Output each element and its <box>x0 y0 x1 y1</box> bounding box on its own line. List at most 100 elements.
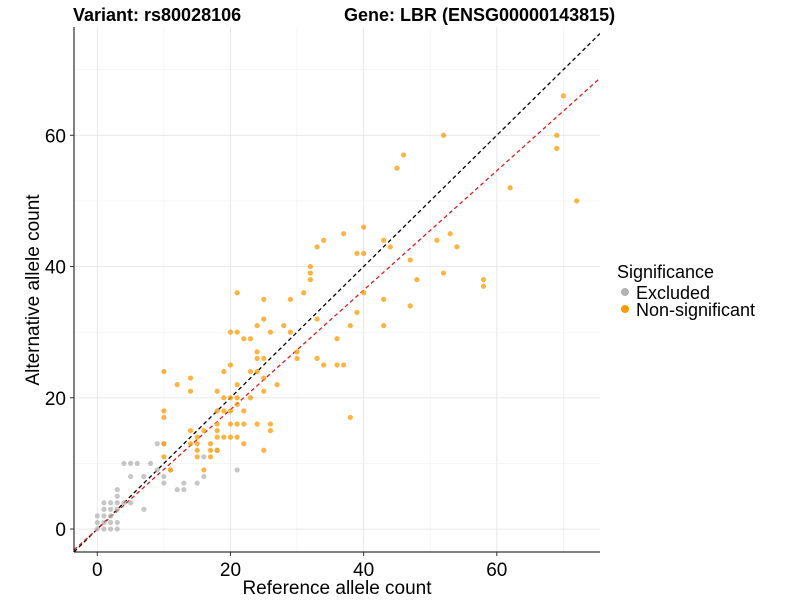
point-non-significant <box>247 395 254 401</box>
point-non-significant <box>194 441 200 447</box>
point-non-significant <box>214 427 220 434</box>
point-non-significant <box>261 375 267 381</box>
point-non-significant <box>554 145 560 152</box>
point-non-significant <box>214 434 220 440</box>
point-excluded <box>101 519 107 526</box>
point-excluded <box>181 487 187 493</box>
point-non-significant <box>254 349 260 355</box>
y-tick-label: 0 <box>55 520 66 541</box>
point-excluded <box>121 460 127 467</box>
point-non-significant <box>241 421 247 427</box>
point-excluded <box>114 506 120 512</box>
point-non-significant <box>201 427 207 434</box>
point-non-significant <box>407 303 413 309</box>
point-excluded <box>94 526 100 532</box>
legend-key <box>621 305 629 313</box>
point-non-significant <box>334 362 340 368</box>
point-non-significant <box>221 368 227 375</box>
point-non-significant <box>214 447 220 453</box>
point-non-significant <box>400 152 407 158</box>
y-tick-label: 40 <box>45 258 66 279</box>
point-excluded <box>141 473 147 480</box>
point-non-significant <box>234 434 240 440</box>
point-non-significant <box>381 296 387 302</box>
point-excluded <box>154 441 160 447</box>
point-non-significant <box>161 368 167 375</box>
point-excluded <box>194 480 200 486</box>
point-non-significant <box>261 355 267 362</box>
point-excluded <box>101 513 107 519</box>
point-non-significant <box>554 132 560 138</box>
point-non-significant <box>361 290 367 296</box>
point-non-significant <box>174 382 180 388</box>
point-non-significant <box>281 322 287 329</box>
y-axis-title: Alternative allele count <box>23 194 44 386</box>
point-non-significant <box>407 257 413 263</box>
point-non-significant <box>214 421 220 427</box>
point-non-significant <box>267 421 274 427</box>
point-non-significant <box>314 355 320 362</box>
point-non-significant <box>234 329 240 335</box>
point-excluded <box>101 506 107 512</box>
point-non-significant <box>294 349 300 355</box>
point-non-significant <box>207 447 214 453</box>
point-excluded <box>108 506 114 512</box>
point-non-significant <box>161 441 167 447</box>
point-non-significant <box>161 414 167 421</box>
point-non-significant <box>341 362 347 368</box>
point-excluded <box>127 500 134 506</box>
point-non-significant <box>394 165 400 171</box>
point-excluded <box>108 500 114 506</box>
point-non-significant <box>214 388 220 394</box>
point-non-significant <box>354 309 360 316</box>
point-excluded <box>147 460 154 467</box>
point-non-significant <box>194 447 200 453</box>
point-non-significant <box>201 467 207 473</box>
point-non-significant <box>241 441 247 447</box>
point-non-significant <box>321 362 327 368</box>
point-non-significant <box>287 296 293 302</box>
point-excluded <box>201 473 207 480</box>
point-non-significant <box>207 454 214 460</box>
point-non-significant <box>321 237 327 243</box>
point-non-significant <box>254 322 260 329</box>
legend-label: Non-significant <box>636 300 755 320</box>
point-non-significant <box>454 244 460 250</box>
point-non-significant <box>294 355 300 362</box>
point-excluded <box>174 487 180 493</box>
point-non-significant <box>187 375 194 381</box>
point-non-significant <box>307 277 313 283</box>
point-excluded <box>161 480 167 486</box>
point-non-significant <box>254 355 260 362</box>
point-non-significant <box>161 454 167 460</box>
point-excluded <box>127 473 134 480</box>
point-non-significant <box>221 434 227 440</box>
point-non-significant <box>274 382 280 388</box>
y-tick-label: 20 <box>45 389 66 410</box>
point-non-significant <box>361 250 367 257</box>
point-non-significant <box>234 382 240 388</box>
point-non-significant <box>234 421 240 427</box>
point-non-significant <box>227 362 234 368</box>
x-tick-label: 60 <box>486 560 507 581</box>
point-non-significant <box>560 93 566 99</box>
point-non-significant <box>161 408 167 414</box>
point-excluded <box>94 513 100 519</box>
point-non-significant <box>234 395 240 401</box>
point-non-significant <box>414 277 420 283</box>
point-non-significant <box>187 427 194 434</box>
point-excluded <box>121 500 127 506</box>
point-non-significant <box>440 270 447 276</box>
point-non-significant <box>227 421 234 427</box>
point-non-significant <box>480 283 487 289</box>
point-non-significant <box>307 270 313 276</box>
point-excluded <box>114 493 120 499</box>
legend-key <box>621 288 629 296</box>
point-excluded <box>94 519 100 526</box>
point-non-significant <box>254 368 260 375</box>
point-excluded <box>141 506 147 512</box>
point-non-significant <box>247 336 254 342</box>
point-non-significant <box>227 329 234 335</box>
point-non-significant <box>447 231 453 237</box>
point-non-significant <box>261 316 267 322</box>
